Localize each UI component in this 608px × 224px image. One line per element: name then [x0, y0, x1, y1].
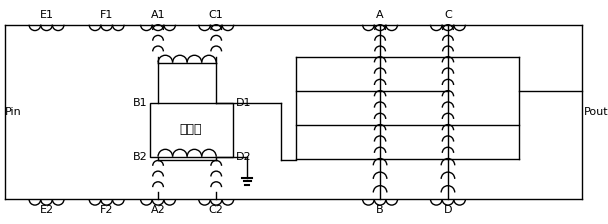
Text: C2: C2: [209, 205, 224, 215]
Text: C1: C1: [209, 10, 224, 20]
Text: D2: D2: [236, 152, 251, 162]
Text: D: D: [444, 205, 452, 215]
Text: C: C: [444, 10, 452, 20]
Text: A1: A1: [151, 10, 165, 20]
Text: E2: E2: [40, 205, 54, 215]
Text: 漏感层: 漏感层: [180, 123, 202, 136]
Text: B2: B2: [133, 152, 147, 162]
Text: A: A: [376, 10, 384, 20]
Bar: [150, 103, 233, 157]
Text: F1: F1: [100, 10, 113, 20]
Text: A2: A2: [151, 205, 165, 215]
Text: Pout: Pout: [584, 107, 608, 117]
Text: D1: D1: [236, 98, 251, 108]
Text: B: B: [376, 205, 384, 215]
Text: E1: E1: [40, 10, 54, 20]
Text: F2: F2: [100, 205, 114, 215]
Text: Pin: Pin: [5, 107, 22, 117]
Text: B1: B1: [133, 98, 147, 108]
